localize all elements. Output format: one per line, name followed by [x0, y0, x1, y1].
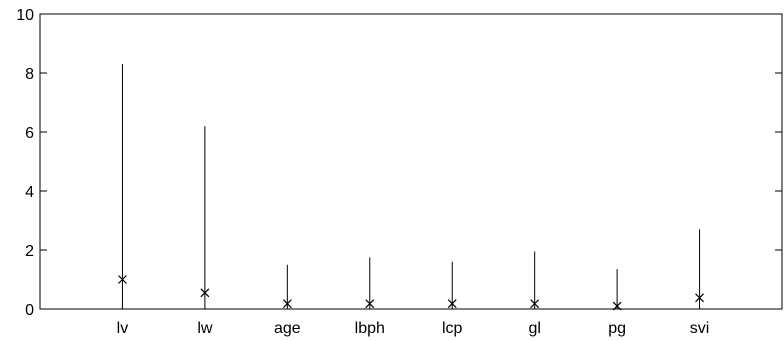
- y-tick-label: 10: [16, 7, 34, 24]
- point-marker: [530, 299, 540, 309]
- x-tick-label: lbph: [355, 320, 385, 337]
- x-tick-label: gl: [528, 320, 540, 337]
- y-tick-label: 4: [25, 184, 34, 201]
- y-tick-label: 8: [25, 66, 34, 83]
- plot-frame: [39, 13, 783, 310]
- x-tick-label: svi: [690, 320, 710, 337]
- x-tick-label: pg: [608, 320, 626, 337]
- x-tick-label: age: [274, 320, 301, 337]
- x-tick-label: lcp: [442, 320, 463, 337]
- y-tick-label: 0: [25, 302, 34, 319]
- point-marker: [365, 299, 375, 309]
- x-tick-label: lw: [197, 320, 213, 337]
- y-tick-label: 6: [25, 125, 34, 142]
- point-marker: [200, 288, 210, 298]
- y-tick-label: 2: [25, 243, 34, 260]
- point-marker: [282, 299, 292, 309]
- point-marker: [118, 275, 127, 284]
- point-marker: [695, 293, 704, 303]
- x-tick-label: lv: [117, 320, 129, 337]
- point-marker: [447, 299, 457, 309]
- point-marker: [612, 301, 622, 311]
